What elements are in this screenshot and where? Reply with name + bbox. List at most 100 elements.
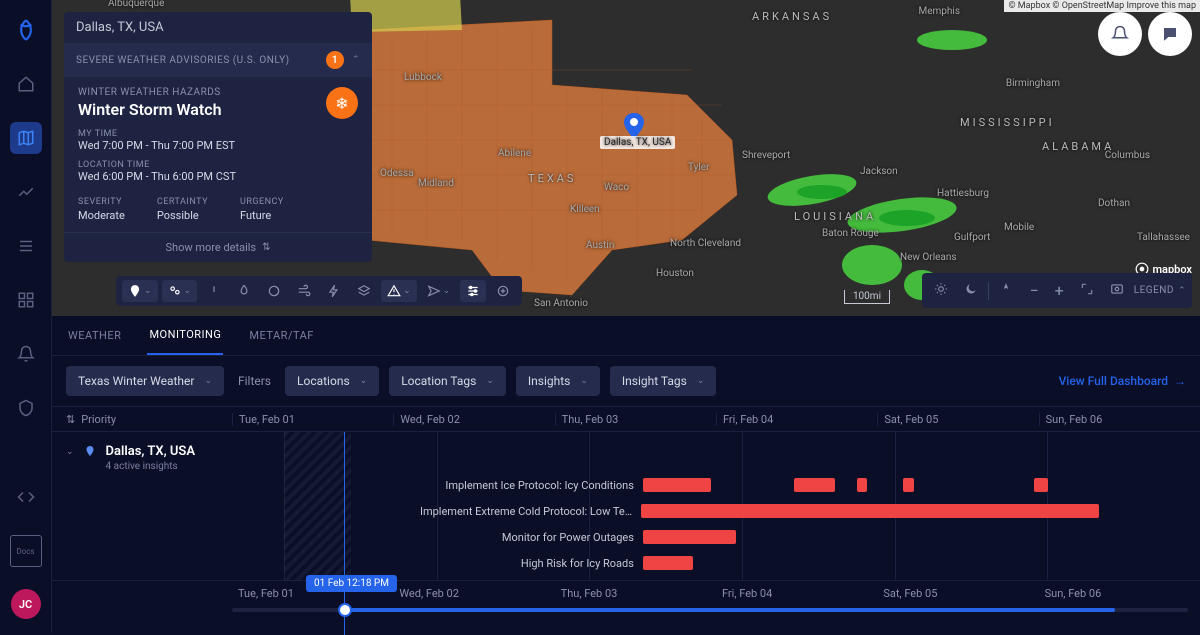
chevron-up-icon: ⌃ (352, 55, 360, 65)
legend-button[interactable]: LEGEND⌃ (1134, 285, 1186, 296)
wind-tool-icon[interactable] (291, 280, 317, 302)
moon-icon[interactable] (958, 277, 984, 304)
insight-row: Monitor for Power Outages (284, 524, 1200, 550)
scrubber-handle[interactable] (338, 603, 352, 617)
map-icon[interactable] (10, 122, 42, 154)
chat-icon[interactable] (1148, 12, 1192, 56)
location-tags-dropdown[interactable]: Location Tags⌄ (389, 366, 506, 396)
insight-bar[interactable] (641, 504, 1099, 518)
layers-icon[interactable] (10, 230, 42, 262)
alert-section-header[interactable]: SEVERE WEATHER ADVISORIES (U.S. ONLY) 1 … (64, 43, 372, 77)
map-city-label: Mobile (1004, 222, 1034, 233)
insight-label: Monitor for Power Outages (502, 531, 634, 544)
view-dashboard-link[interactable]: View Full Dashboard → (1059, 374, 1186, 388)
insight-bar[interactable] (643, 478, 711, 492)
map-city-label: North Cleveland (670, 238, 741, 249)
arrow-right-icon: → (1174, 374, 1186, 388)
insight-bar[interactable] (643, 556, 692, 570)
fire-tool-icon[interactable] (231, 280, 257, 302)
tab-monitoring[interactable]: MONITORING (147, 316, 223, 355)
map-city-label: Midland (418, 178, 454, 189)
map-city-label: Abilene (498, 148, 531, 159)
insight-bar[interactable] (1034, 478, 1048, 492)
map-city-label: San Antonio (534, 298, 588, 309)
settings-tool-icon[interactable] (460, 280, 486, 302)
day-column: Wed, Feb 02 (393, 413, 554, 426)
screenshot-icon[interactable] (1104, 277, 1130, 304)
day-column: Sat, Feb 05 (877, 413, 1038, 426)
lightning-tool-icon[interactable] (321, 280, 347, 302)
chart-icon[interactable] (10, 176, 42, 208)
zoom-out-icon[interactable]: − (1023, 277, 1044, 304)
map-city-label: Hattiesburg (937, 188, 989, 199)
priority-column[interactable]: ⇅ Priority (52, 413, 232, 426)
day-column: Fri, Feb 04 (716, 413, 877, 426)
alert-time: Wed 7:00 PM - Thu 7:00 PM EST (78, 139, 316, 152)
map-state-label: ALABAMA (1042, 140, 1114, 153)
day-column: Sun, Feb 06 (1039, 413, 1200, 426)
sun-icon[interactable] (928, 277, 954, 304)
temp-tool-icon[interactable] (201, 280, 227, 302)
insight-bar[interactable] (903, 478, 914, 492)
map-city-label: Odessa (380, 168, 414, 179)
warning-tool-icon[interactable]: ⌄ (381, 280, 417, 302)
compass-icon[interactable] (993, 277, 1019, 304)
tab-weather[interactable]: WEATHER (66, 317, 123, 354)
storm-tool-icon[interactable] (261, 280, 287, 302)
grid-icon[interactable] (10, 284, 42, 316)
alert-subtitle: WINTER WEATHER HAZARDS (78, 87, 316, 98)
insight-row: Implement Extreme Cold Protocol: Low Te… (284, 498, 1200, 524)
insight-row: Implement Ice Protocol: Icy Conditions (284, 472, 1200, 498)
filters-row: Texas Winter Weather⌄ Filters Locations⌄… (52, 356, 1200, 406)
insights-dropdown[interactable]: Insights⌄ (516, 366, 600, 396)
map-right-tools: − + LEGEND⌃ (922, 273, 1192, 308)
app-logo-icon[interactable] (10, 14, 42, 46)
map-city-label: Tallahassee (1137, 232, 1190, 243)
show-more-button[interactable]: Show more details ⇅ (64, 232, 372, 262)
sidebar-nav: Docs JC (0, 0, 52, 633)
docs-icon[interactable]: Docs (10, 535, 42, 567)
expand-icon[interactable] (1074, 277, 1100, 304)
map-attribution[interactable]: © Mapbox © OpenStreetMap Improve this ma… (1004, 0, 1200, 12)
plane-tool-icon[interactable]: ⌄ (421, 280, 457, 302)
layer-tool-icon[interactable] (351, 280, 377, 302)
filters-label: Filters (234, 374, 275, 388)
insight-bar[interactable] (643, 530, 736, 544)
notifications-icon[interactable] (1098, 12, 1142, 56)
map-state-label: LOUISIANA (794, 210, 876, 223)
insight-tags-dropdown[interactable]: Insight Tags⌄ (610, 366, 717, 396)
map-city-label: Memphis (918, 6, 960, 17)
alert-time: Wed 6:00 PM - Thu 6:00 PM CST (78, 170, 316, 183)
precipitation-tool-icon[interactable]: ⌄ (162, 280, 198, 302)
alert-time-label: LOCATION TIME (78, 160, 316, 170)
location-pin-icon[interactable] (624, 113, 640, 129)
footer-day: Wed, Feb 02 (393, 587, 554, 600)
preset-dropdown[interactable]: Texas Winter Weather⌄ (66, 366, 224, 396)
insight-row: High Risk for Icy Roads (284, 550, 1200, 576)
time-chip: 01 Feb 12:18 PM (306, 575, 397, 592)
snowflake-icon: ❄ (326, 87, 358, 119)
shield-icon[interactable] (10, 392, 42, 424)
map-scale: 100mi (844, 290, 890, 304)
user-avatar[interactable]: JC (11, 589, 41, 619)
map-city-label: Austin (586, 240, 614, 251)
chevron-down-icon: ⌄ (66, 447, 74, 457)
custom-tool-icon[interactable] (490, 280, 516, 302)
code-icon[interactable] (10, 481, 42, 513)
alert-certainty: CERTAINTY Possible (157, 197, 208, 222)
pin-tool-icon[interactable]: ⌄ (122, 280, 158, 302)
alert-severity: SEVERITY Moderate (78, 197, 125, 222)
tab-metar[interactable]: METAR/TAF (247, 317, 316, 354)
insight-label: Implement Extreme Cold Protocol: Low Te… (420, 505, 632, 518)
chevron-down-icon: ⌄ (697, 376, 705, 386)
map-state-label: TEXAS (528, 172, 576, 185)
alert-icon[interactable] (10, 338, 42, 370)
insight-bar[interactable] (794, 478, 834, 492)
locations-dropdown[interactable]: Locations⌄ (285, 366, 379, 396)
map-city-label: Gulfport (954, 232, 990, 243)
home-icon[interactable] (10, 68, 42, 100)
insight-label: Implement Ice Protocol: Icy Conditions (445, 479, 634, 492)
zoom-in-icon[interactable]: + (1049, 277, 1070, 304)
insight-bar[interactable] (857, 478, 868, 492)
chevron-down-icon: ⌄ (580, 376, 588, 386)
